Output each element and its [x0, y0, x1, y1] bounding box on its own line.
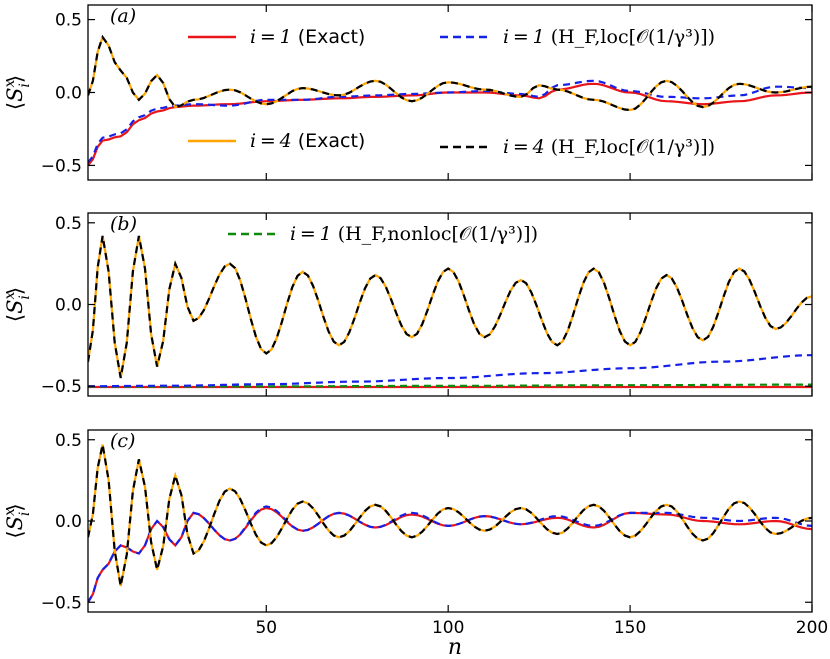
panel-1: 0.5 0.0 −0.5 (b) ⟨Sxi⟩: [2, 212, 813, 397]
x-tick-label: 100: [432, 618, 464, 638]
svg-text:i = 1(H_F,loc[𝒪(1/γ³)]): i = 1 (H_F,loc[𝒪(1/γ³)]): [503, 26, 715, 48]
legend-entry-loc1: i = 1 (H_F,loc[𝒪(1/γ³)]): [440, 26, 715, 48]
legend-entry-exact1: i = 1 (Exact): [188, 26, 365, 48]
y-axis-label: ⟨Sxi⟩: [2, 287, 33, 322]
y-axis-label: ⟨Sxi⟩: [2, 503, 33, 538]
svg-text:i = 4(H_F,loc[𝒪(1/γ³)]): i = 4 (H_F,loc[𝒪(1/γ³)]): [503, 136, 715, 158]
y-tick-label: −0.5: [41, 593, 82, 613]
series-line-0-2: [88, 34, 812, 112]
series-line-0-3: [88, 34, 812, 112]
legend-text-loc1: (H_F,loc[𝒪(1/γ³)]): [551, 26, 715, 48]
panels: 0.50.0−0.5(a)⟨Sxi⟩0.50.0−0.5(b)⟨Sxi⟩0.50…: [2, 4, 828, 638]
y-tick-label: −0.5: [41, 377, 82, 397]
panel-2-series: [88, 444, 812, 603]
x-tick-label: 50: [255, 618, 277, 638]
y-tick-label: 0.0: [55, 512, 82, 532]
panel-2: 0.5 0.0 −0.5 50 100 150 200 (c) ⟨Sxi⟩: [2, 429, 828, 638]
series-line-0-1: [88, 79, 812, 164]
legend-math-exact4: i = 4: [250, 130, 292, 152]
legend-math-loc1: i = 1: [503, 26, 545, 48]
x-tick-label: 200: [796, 618, 828, 638]
svg-text:i = 4(Exact): i = 4 (Exact): [250, 130, 365, 152]
series-line-2-0: [88, 506, 812, 603]
panel-0-series: [88, 34, 812, 167]
legend-text-exact1: (Exact): [298, 26, 366, 48]
series-line-1-3: [88, 235, 812, 379]
series-line-1-4: [88, 235, 812, 379]
svg-text:i = 1(Exact): i = 1 (Exact): [250, 26, 365, 48]
legend-text-exact4: (Exact): [298, 130, 366, 152]
series-line-2-2: [88, 444, 812, 587]
y-tick-label: 0.5: [55, 431, 82, 451]
y-tick-label: 0.5: [55, 11, 82, 31]
x-tick-label: 150: [614, 618, 646, 638]
svg-text:i = 1(H_F,nonloc[𝒪(1/γ³)]): i = 1 (H_F,nonloc[𝒪(1/γ³)]): [290, 223, 538, 245]
panel-label: (b): [110, 213, 137, 235]
panel-0: 0.5 0.0 −0.5 (a) ⟨Sxi⟩: [2, 4, 813, 181]
legend-math-loc4: i = 4: [503, 136, 545, 158]
series-line-2-3: [88, 444, 812, 587]
legend-entry-exact4: i = 4 (Exact): [188, 130, 365, 152]
legend-text-loc4: (H_F,loc[𝒪(1/γ³)]): [551, 136, 715, 158]
legend-math-nonloc1: i = 1: [290, 223, 332, 245]
y-tick-label: 0.5: [55, 214, 82, 234]
x-axis-label: n: [448, 635, 462, 659]
legend-math-exact1: i = 1: [250, 26, 292, 48]
y-tick-label: 0.0: [55, 296, 82, 316]
series-line-2-1: [88, 505, 812, 603]
legend-text-nonloc1: (H_F,nonloc[𝒪(1/γ³)]): [338, 223, 538, 245]
y-axis-label: ⟨Sxi⟩: [2, 75, 33, 110]
panel-label: (c): [110, 430, 135, 452]
series-line-1-2: [88, 354, 812, 388]
series-line-1-1: [88, 383, 812, 388]
panel-1-series: [88, 235, 812, 389]
y-tick-label: 0.0: [55, 84, 82, 104]
y-tick-label: −0.5: [41, 156, 82, 176]
legend: i = 1 (Exact) i = 1 (H_F,loc[𝒪(1/γ³)]) i =…: [188, 26, 715, 245]
legend-entry-nonloc1: i = 1 (H_F,nonloc[𝒪(1/γ³)]): [228, 223, 538, 245]
legend-entry-loc4: i = 4 (H_F,loc[𝒪(1/γ³)]): [440, 136, 715, 158]
panel-label: (a): [110, 5, 136, 27]
